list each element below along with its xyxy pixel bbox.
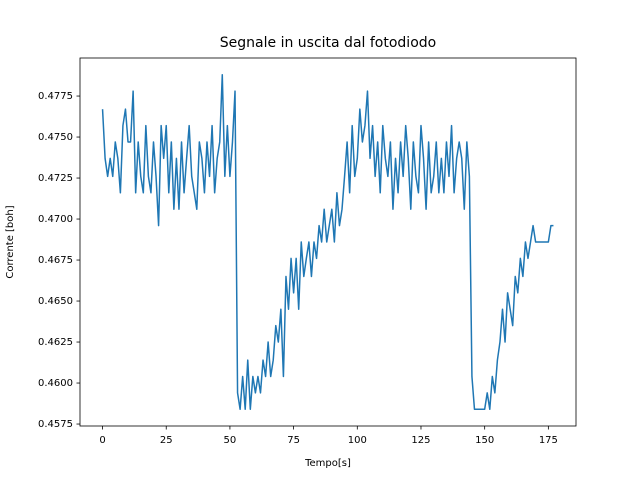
y-tick-label: 0.4725	[38, 173, 73, 184]
x-tick-label: 0	[99, 435, 105, 446]
x-axis-label: Tempo[s]	[304, 458, 351, 469]
y-axis-label: Corrente [boh]	[5, 205, 16, 278]
x-tick-label: 100	[348, 435, 367, 446]
x-tick-label: 175	[539, 435, 558, 446]
plot-frame	[79, 57, 577, 427]
y-tick-label: 0.4675	[38, 255, 73, 266]
y-tick-label: 0.4775	[38, 91, 73, 102]
y-tick-label: 0.4575	[38, 419, 73, 430]
y-tick-label: 0.4650	[38, 296, 73, 307]
y-tick-label: 0.4750	[38, 132, 73, 143]
x-tick-label: 75	[287, 435, 300, 446]
y-tick-label: 0.4625	[38, 337, 73, 348]
x-tick-label: 50	[224, 435, 237, 446]
x-tick-label: 125	[411, 435, 430, 446]
y-tick-label: 0.4600	[38, 378, 73, 389]
data-line	[101, 73, 554, 411]
chart-title: Segnale in uscita dal fotodiodo	[220, 35, 436, 51]
x-tick-label: 25	[160, 435, 173, 446]
y-tick-label: 0.4700	[38, 214, 73, 225]
x-tick-label: 150	[475, 435, 494, 446]
